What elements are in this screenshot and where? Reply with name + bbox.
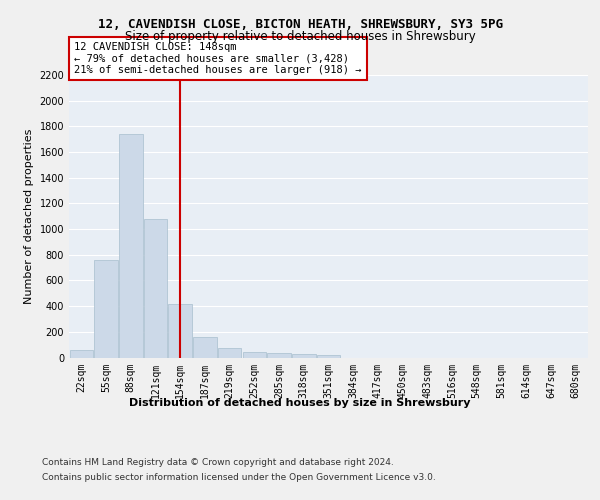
Text: Size of property relative to detached houses in Shrewsbury: Size of property relative to detached ho… xyxy=(125,30,475,43)
Bar xyxy=(193,337,217,357)
Y-axis label: Number of detached properties: Number of detached properties xyxy=(24,128,34,304)
Bar xyxy=(169,304,192,358)
Bar xyxy=(94,260,118,358)
Bar xyxy=(218,348,241,358)
Text: Distribution of detached houses by size in Shrewsbury: Distribution of detached houses by size … xyxy=(129,398,471,407)
Bar xyxy=(292,354,316,358)
Bar xyxy=(144,220,167,358)
Text: 12 CAVENDISH CLOSE: 148sqm
← 79% of detached houses are smaller (3,428)
21% of s: 12 CAVENDISH CLOSE: 148sqm ← 79% of deta… xyxy=(74,42,362,75)
Bar xyxy=(317,355,340,358)
Bar xyxy=(119,134,143,358)
Text: 12, CAVENDISH CLOSE, BICTON HEATH, SHREWSBURY, SY3 5PG: 12, CAVENDISH CLOSE, BICTON HEATH, SHREW… xyxy=(97,18,503,30)
Bar xyxy=(242,352,266,358)
Bar xyxy=(70,350,93,358)
Text: Contains HM Land Registry data © Crown copyright and database right 2024.: Contains HM Land Registry data © Crown c… xyxy=(42,458,394,467)
Text: Contains public sector information licensed under the Open Government Licence v3: Contains public sector information licen… xyxy=(42,473,436,482)
Bar xyxy=(268,353,291,358)
